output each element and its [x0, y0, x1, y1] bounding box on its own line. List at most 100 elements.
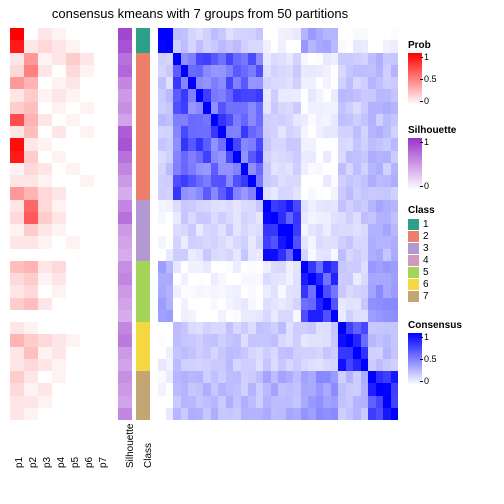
consensus-cell — [286, 285, 294, 297]
prob-cell — [66, 236, 80, 248]
silhouette-cell — [118, 396, 132, 408]
consensus-cell — [376, 53, 384, 65]
prob-cell — [66, 175, 80, 187]
consensus-cell — [263, 285, 271, 297]
consensus-cell — [196, 285, 204, 297]
consensus-cell — [383, 102, 391, 114]
prob-cell — [66, 371, 80, 383]
consensus-cell — [323, 187, 331, 199]
consensus-cell — [391, 371, 399, 383]
consensus-cell — [308, 298, 316, 310]
consensus-cell — [263, 89, 271, 101]
prob-cell — [94, 383, 108, 395]
consensus-cell — [338, 408, 346, 420]
prob-cell — [24, 347, 38, 359]
prob-cell — [94, 371, 108, 383]
consensus-cell — [338, 310, 346, 322]
legend-class-row: 6 — [408, 278, 435, 290]
consensus-cell — [353, 359, 361, 371]
silhouette-cell — [118, 298, 132, 310]
consensus-cell — [361, 224, 369, 236]
x-axis-label: p5 — [70, 457, 81, 468]
consensus-cell — [263, 273, 271, 285]
prob-cell — [38, 65, 52, 77]
consensus-cell — [218, 347, 226, 359]
consensus-cell — [376, 224, 384, 236]
consensus-cell — [391, 77, 399, 89]
legend-title: Silhouette — [408, 125, 456, 136]
consensus-cell — [286, 347, 294, 359]
prob-cell — [80, 28, 94, 40]
consensus-cell — [346, 65, 354, 77]
consensus-cell — [391, 187, 399, 199]
prob-cell — [24, 53, 38, 65]
consensus-cell — [368, 285, 376, 297]
consensus-cell — [331, 53, 339, 65]
consensus-cell — [331, 126, 339, 138]
prob-cell — [66, 383, 80, 395]
consensus-cell — [338, 28, 346, 40]
consensus-cell — [211, 298, 219, 310]
consensus-cell — [211, 236, 219, 248]
consensus-cell — [286, 163, 294, 175]
consensus-cell — [316, 310, 324, 322]
consensus-cell — [338, 224, 346, 236]
consensus-cell — [353, 28, 361, 40]
prob-cell — [80, 114, 94, 126]
consensus-cell — [196, 347, 204, 359]
consensus-cell — [173, 187, 181, 199]
prob-cell — [52, 138, 66, 150]
consensus-cell — [158, 200, 166, 212]
consensus-cell — [293, 347, 301, 359]
consensus-cell — [271, 175, 279, 187]
consensus-cell — [278, 310, 286, 322]
prob-cell — [10, 77, 24, 89]
prob-cell — [10, 261, 24, 273]
consensus-cell — [278, 200, 286, 212]
consensus-cell — [218, 273, 226, 285]
consensus-cell — [181, 261, 189, 273]
prob-cell — [80, 285, 94, 297]
silhouette-cell — [118, 89, 132, 101]
consensus-cell — [248, 310, 256, 322]
consensus-cell — [233, 310, 241, 322]
consensus-cell — [286, 138, 294, 150]
consensus-cell — [368, 200, 376, 212]
consensus-cell — [316, 322, 324, 334]
class-cell — [136, 334, 150, 346]
consensus-cell — [383, 151, 391, 163]
prob-cell — [66, 53, 80, 65]
consensus-cell — [203, 347, 211, 359]
consensus-cell — [196, 212, 204, 224]
prob-cell — [24, 200, 38, 212]
consensus-cell — [211, 383, 219, 395]
consensus-cell — [188, 175, 196, 187]
consensus-cell — [346, 114, 354, 126]
consensus-cell — [293, 322, 301, 334]
consensus-cell — [391, 102, 399, 114]
consensus-cell — [241, 28, 249, 40]
consensus-cell — [166, 408, 174, 420]
consensus-cell — [166, 224, 174, 236]
consensus-cell — [263, 249, 271, 261]
consensus-cell — [203, 200, 211, 212]
x-axis-label: p7 — [98, 457, 109, 468]
consensus-cell — [286, 236, 294, 248]
silhouette-cell — [118, 249, 132, 261]
consensus-cell — [391, 200, 399, 212]
consensus-cell — [256, 102, 264, 114]
consensus-cell — [361, 285, 369, 297]
prob-cell — [38, 285, 52, 297]
x-axis-label: Class — [143, 443, 154, 468]
consensus-cell — [173, 334, 181, 346]
prob-cell — [80, 322, 94, 334]
class-cell — [136, 77, 150, 89]
consensus-cell — [233, 298, 241, 310]
consensus-cell — [226, 310, 234, 322]
consensus-cell — [241, 126, 249, 138]
consensus-cell — [241, 187, 249, 199]
consensus-cell — [338, 175, 346, 187]
silhouette-cell — [118, 163, 132, 175]
consensus-cell — [196, 151, 204, 163]
consensus-cell — [226, 224, 234, 236]
